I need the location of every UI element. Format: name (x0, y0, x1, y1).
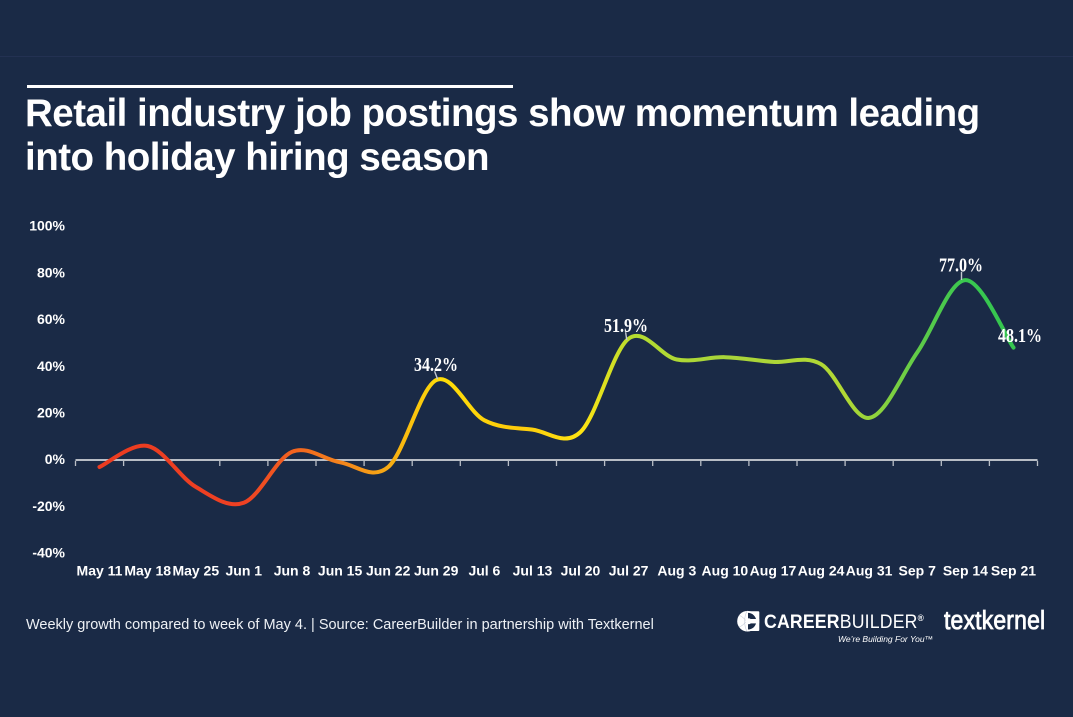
svg-text:Aug 17: Aug 17 (750, 563, 797, 579)
svg-text:Aug 10: Aug 10 (702, 563, 749, 579)
svg-text:20%: 20% (37, 405, 66, 421)
svg-text:80%: 80% (37, 264, 66, 280)
svg-text:Sep 7: Sep 7 (899, 563, 937, 579)
svg-text:May 11: May 11 (77, 563, 123, 579)
svg-text:Jun 29: Jun 29 (414, 563, 459, 579)
svg-text:Sep 14: Sep 14 (943, 563, 988, 579)
svg-text:Sep 21: Sep 21 (991, 563, 1036, 579)
svg-text:Jul 13: Jul 13 (513, 563, 553, 579)
svg-text:60%: 60% (37, 311, 66, 327)
svg-text:51.9%: 51.9% (604, 315, 648, 337)
svg-text:77.0%: 77.0% (939, 255, 983, 277)
svg-text:Jun 15: Jun 15 (318, 563, 363, 579)
svg-text:Aug 3: Aug 3 (657, 563, 696, 579)
svg-text:May 18: May 18 (124, 563, 171, 579)
svg-text:-40%: -40% (32, 545, 65, 561)
svg-text:40%: 40% (37, 358, 66, 374)
svg-text:May 25: May 25 (172, 563, 219, 579)
svg-text:48.1%: 48.1% (998, 325, 1042, 347)
svg-text:Jun 8: Jun 8 (274, 563, 311, 579)
svg-text:100%: 100% (29, 218, 65, 234)
svg-text:Aug 31: Aug 31 (846, 563, 893, 579)
svg-text:Aug 24: Aug 24 (798, 563, 845, 579)
svg-text:Jul 6: Jul 6 (468, 563, 500, 579)
svg-text:Jun 22: Jun 22 (366, 563, 411, 579)
svg-text:34.2%: 34.2% (414, 354, 458, 376)
svg-text:0%: 0% (45, 451, 66, 467)
svg-text:Jun 1: Jun 1 (226, 563, 263, 579)
svg-text:Jul 20: Jul 20 (561, 563, 601, 579)
svg-text:Jul 27: Jul 27 (609, 563, 649, 579)
svg-text:-20%: -20% (32, 498, 65, 514)
